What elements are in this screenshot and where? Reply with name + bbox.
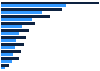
Bar [1, 4, 66, 7]
Bar [1, 32, 19, 35]
Bar [1, 29, 29, 32]
Bar [1, 60, 12, 62]
Bar [1, 39, 16, 42]
Bar [1, 2, 99, 4]
Bar [1, 46, 15, 49]
Bar [1, 15, 50, 18]
Bar [1, 64, 9, 67]
Bar [1, 50, 21, 53]
Bar [1, 11, 42, 14]
Bar [1, 53, 13, 56]
Bar [1, 18, 32, 21]
Bar [1, 22, 34, 25]
Bar [1, 43, 24, 46]
Bar [1, 9, 62, 11]
Bar [1, 67, 5, 69]
Bar [1, 25, 22, 28]
Bar [1, 57, 19, 60]
Bar [1, 36, 26, 39]
